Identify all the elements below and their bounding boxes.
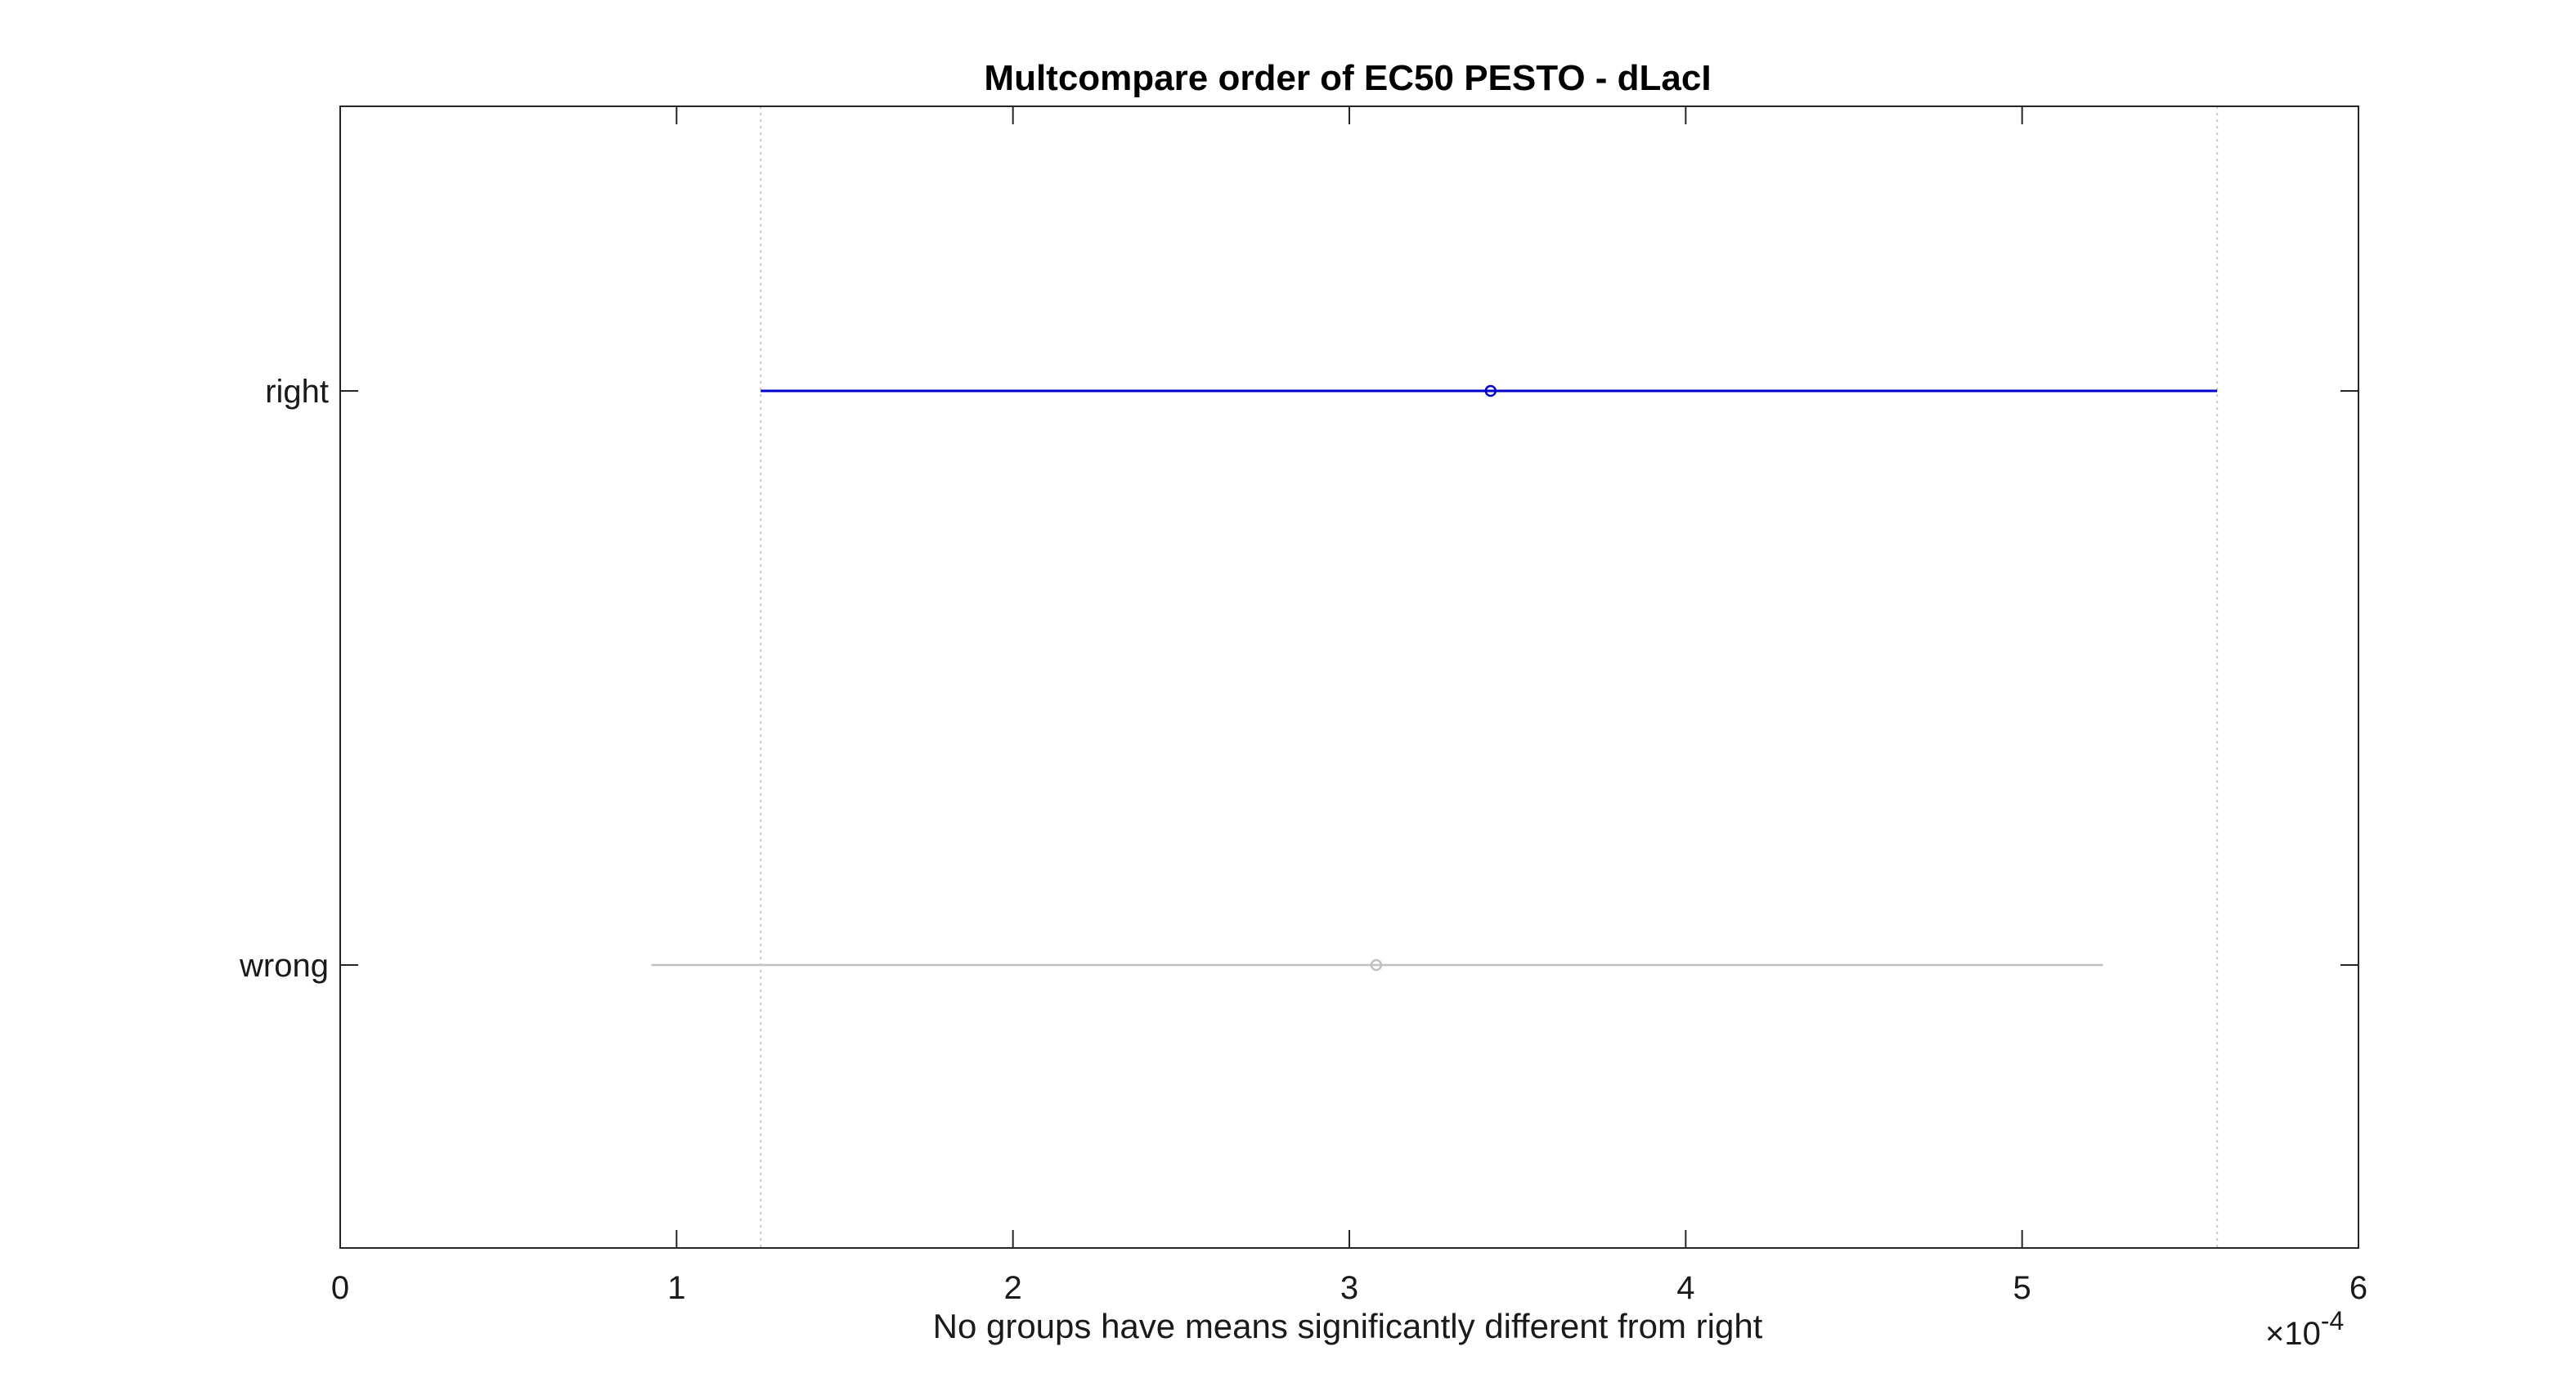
x-tick-label: 3	[1340, 1270, 1358, 1306]
y-axis-ticks: right wrong	[239, 374, 2358, 984]
x-tick-label: 5	[2013, 1270, 2031, 1306]
x-tick-label: 1	[667, 1270, 685, 1306]
y-tick-label-right: right	[265, 374, 329, 410]
reference-lines	[760, 106, 2219, 1248]
x-axis-label: No groups have means significantly diffe…	[933, 1307, 1763, 1345]
x-exponent-label: ×10-4	[2265, 1306, 2344, 1352]
x-axis-ticks: 0 1 2 3 4 5 6	[331, 106, 2367, 1306]
mean-marker-wrong	[1370, 958, 1383, 972]
x-tick-label: 0	[331, 1270, 349, 1306]
svg-text:×10-4: ×10-4	[2265, 1306, 2344, 1352]
y-tick-label-wrong: wrong	[239, 948, 329, 984]
chart-title: Multcompare order of EC50 PESTO - dLacI	[984, 58, 1711, 98]
x-tick-label: 2	[1004, 1270, 1022, 1306]
x-tick-label: 4	[1676, 1270, 1694, 1306]
interval-series	[651, 384, 2218, 972]
x-exponent-base: ×10	[2265, 1316, 2321, 1352]
mean-marker-right	[1484, 384, 1497, 397]
x-exponent-power: -4	[2321, 1306, 2344, 1335]
x-tick-label: 6	[2349, 1270, 2367, 1306]
